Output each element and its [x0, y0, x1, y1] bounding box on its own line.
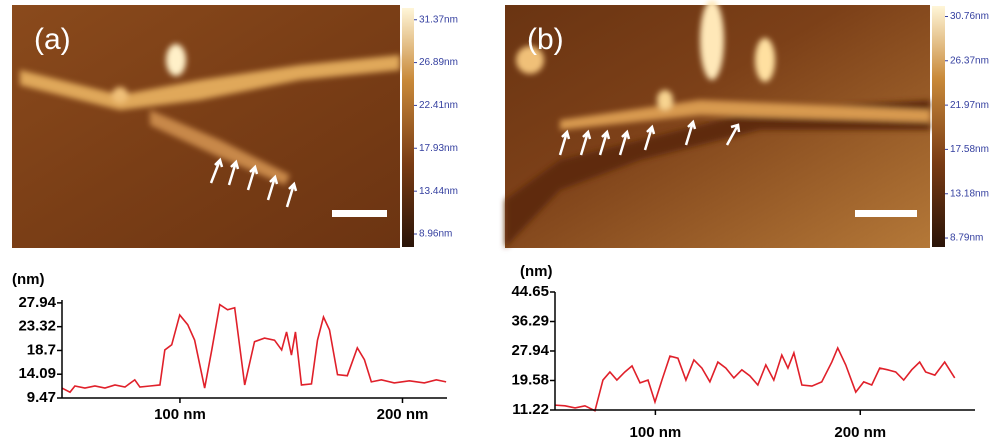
x-tick-label: 200 nm	[834, 424, 886, 441]
colorbar	[402, 8, 414, 247]
colorbar-label: 22.41nm	[419, 100, 458, 111]
afm-image	[12, 5, 400, 248]
colorbar-label: 13.44nm	[419, 186, 458, 197]
y-tick-label: 11.22	[512, 401, 549, 418]
y-tick-label: 14.09	[18, 365, 56, 382]
colorbar-label: 13.18nm	[950, 188, 989, 199]
y-tick-label: 18.7	[27, 341, 56, 358]
colorbar-label: 21.97nm	[950, 100, 989, 111]
colorbar-label: 8.79nm	[950, 233, 983, 244]
colorbar-label: 17.93nm	[419, 143, 458, 154]
colorbar-label: 31.37nm	[419, 14, 458, 25]
y-tick-label: 36.29	[511, 312, 549, 329]
arrows	[558, 119, 741, 156]
colorbar-label: 26.89nm	[419, 57, 458, 68]
panel-label: (a)	[34, 23, 71, 56]
y-tick-label: 23.32	[18, 318, 56, 335]
y-tick-label: 27.94	[511, 342, 549, 359]
colorbar	[932, 6, 945, 247]
colorbar-label: 17.58nm	[950, 144, 989, 155]
panel-label: (b)	[527, 23, 564, 56]
x-tick-label: 200 nm	[377, 406, 429, 423]
image-texture	[505, 0, 930, 248]
y-axis-label: (nm)	[520, 263, 553, 280]
profile-line	[61, 303, 447, 394]
arrows	[209, 157, 298, 208]
y-tick-label: 44.65	[511, 283, 549, 300]
colorbar-label: 8.96nm	[419, 229, 452, 240]
scale-bar	[332, 210, 387, 217]
scale-bar	[855, 210, 917, 217]
colorbar-label: 26.37nm	[950, 55, 989, 66]
y-axis-label: (nm)	[12, 271, 45, 288]
x-tick-label: 100 nm	[630, 424, 682, 441]
colorbar-label: 30.76nm	[950, 11, 989, 22]
y-tick-label: 19.58	[511, 371, 549, 388]
x-tick-label: 100 nm	[154, 406, 206, 423]
profile-line	[554, 345, 956, 412]
y-tick-label: 27.94	[18, 294, 56, 311]
y-tick-label: 9.47	[27, 389, 56, 406]
